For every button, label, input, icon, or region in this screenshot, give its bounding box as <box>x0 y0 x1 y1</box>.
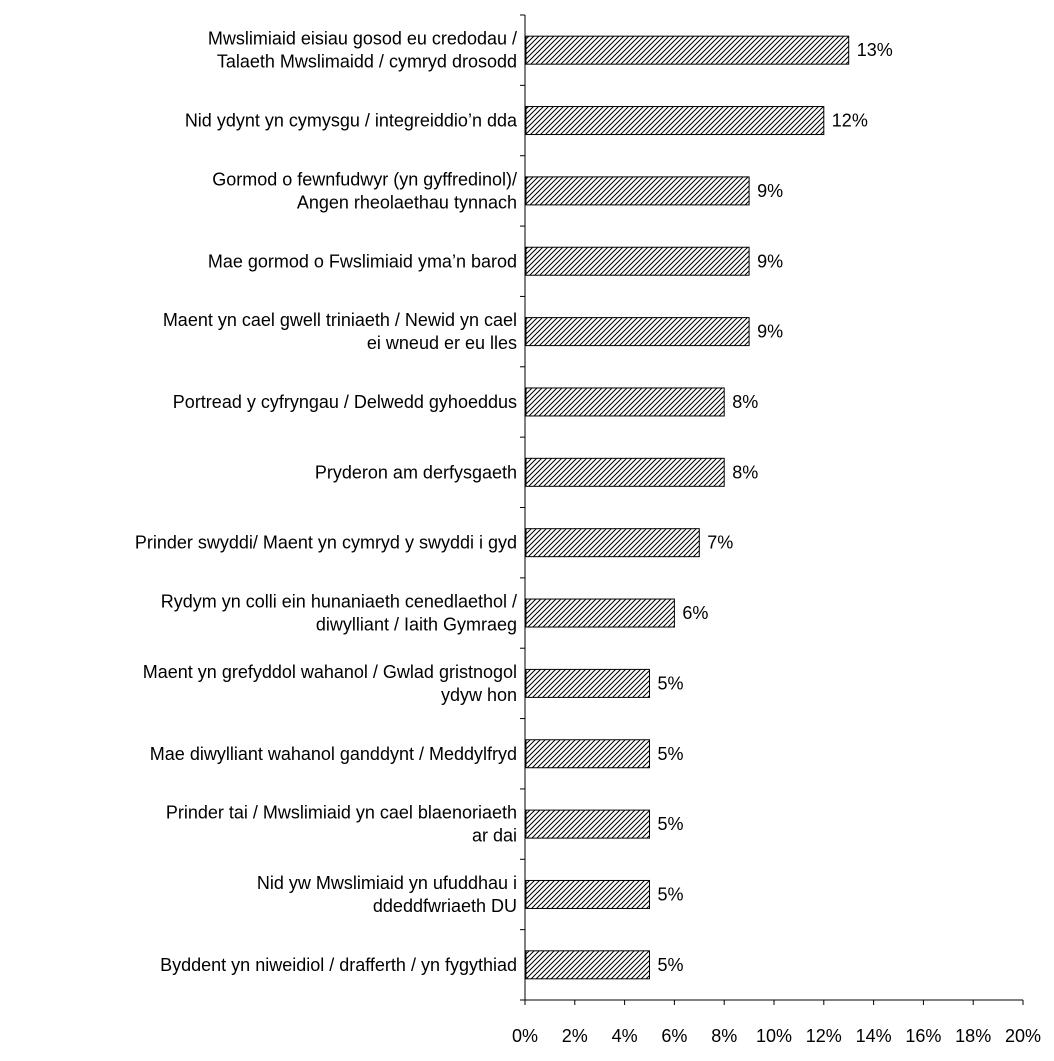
x-tick-label-9: 18% <box>955 1026 991 1046</box>
category-label-8-line-0: Rydym yn colli ein hunaniaeth cenedlaeth… <box>161 592 517 612</box>
category-label-4-line-1: ei wneud er eu lles <box>367 333 517 353</box>
category-label-12-line-0: Nid yw Mwslimiaid yn ufuddhau i <box>257 873 517 893</box>
bar-9 <box>525 668 650 698</box>
bar-12 <box>525 879 650 909</box>
category-label-5: Portread y cyfryngau / Delwedd gyhoeddus <box>173 392 517 412</box>
category-label-4-line-0: Maent yn cael gwell triniaeth / Newid yn… <box>163 310 517 330</box>
data-label-1: 12% <box>832 111 868 131</box>
x-tick-label-3: 6% <box>661 1026 687 1046</box>
category-label-9-line-1: ydyw hon <box>441 685 517 705</box>
category-label-0-line-1: Talaeth Mwslimaidd / cymryd drosodd <box>217 52 517 72</box>
category-label-6: Pryderon am derfysgaeth <box>315 462 517 482</box>
data-label-2: 9% <box>757 181 783 201</box>
bar-6 <box>525 457 725 487</box>
category-label-12-line-1: ddeddfwriaeth DU <box>373 896 517 916</box>
data-label-7: 7% <box>707 533 733 553</box>
category-label-13: Byddent yn niweidiol / drafferth / yn fy… <box>160 955 517 975</box>
data-label-12: 5% <box>658 884 684 904</box>
data-label-3: 9% <box>757 251 783 271</box>
x-tick-label-10: 20% <box>1005 1026 1041 1046</box>
bars-layer <box>525 35 850 980</box>
bar-7 <box>525 528 700 558</box>
category-label-1: Nid ydynt yn cymysgu / integreiddio’n dd… <box>185 111 518 131</box>
category-label-3: Mae gormod o Fwslimiaid yma’n barod <box>208 251 517 271</box>
data-labels: 13% 12% 9% 9% 9% 8% 8% 7% 6% 5% 5% 5% 5% 5% <box>658 40 893 975</box>
category-label-10: Mae diwylliant wahanol ganddynt / Meddyl… <box>150 744 517 764</box>
data-label-6: 8% <box>732 462 758 482</box>
category-label-9-line-0: Maent yn grefyddol wahanol / Gwlad grist… <box>143 662 517 682</box>
category-label-2-line-1: Angen rheolaethau tynnach <box>297 192 517 212</box>
bar-5 <box>525 387 725 417</box>
x-tick-label-7: 14% <box>856 1026 892 1046</box>
x-tick-label-8: 16% <box>905 1026 941 1046</box>
category-labels: Mwslimiaid eisiau gosod eu credodau / Tal… <box>135 29 518 975</box>
bar-10 <box>525 739 650 769</box>
data-label-9: 5% <box>658 673 684 693</box>
x-tick-label-6: 12% <box>806 1026 842 1046</box>
bar-4 <box>525 317 750 347</box>
bar-2 <box>525 176 750 206</box>
data-label-0: 13% <box>857 40 893 60</box>
x-tick-label-1: 2% <box>562 1026 588 1046</box>
data-label-8: 6% <box>682 603 708 623</box>
data-label-4: 9% <box>757 322 783 342</box>
category-label-8-line-1: diwylliant / Iaith Gymraeg <box>316 615 517 635</box>
x-tick-label-5: 10% <box>756 1026 792 1046</box>
bar-3 <box>525 246 750 276</box>
axes: 0% 2% 4% 6% 8% 10% 12% 14% 16% 18% 20% <box>512 14 1041 1046</box>
category-label-7: Prinder swyddi/ Maent yn cymryd y swyddi… <box>135 533 517 553</box>
x-tick-label-0: 0% <box>512 1026 538 1046</box>
bar-13 <box>525 950 650 980</box>
bar-8 <box>525 598 675 628</box>
x-tick-label-4: 8% <box>711 1026 737 1046</box>
bar-11 <box>525 809 650 839</box>
data-label-11: 5% <box>658 814 684 834</box>
x-tick-label-2: 4% <box>612 1026 638 1046</box>
category-label-11-line-0: Prinder tai / Mwslimiaid yn cael blaenor… <box>166 803 517 823</box>
category-label-2-line-0: Gormod o fewnfudwyr (yn gyffredinol)/ <box>212 169 517 189</box>
data-label-10: 5% <box>658 744 684 764</box>
data-label-13: 5% <box>658 955 684 975</box>
category-label-11-line-1: ar dai <box>472 826 517 846</box>
bar-1 <box>525 106 825 136</box>
category-label-0-line-0: Mwslimiaid eisiau gosod eu credodau / <box>208 29 517 49</box>
bar-0 <box>525 35 850 65</box>
data-label-5: 8% <box>732 392 758 412</box>
